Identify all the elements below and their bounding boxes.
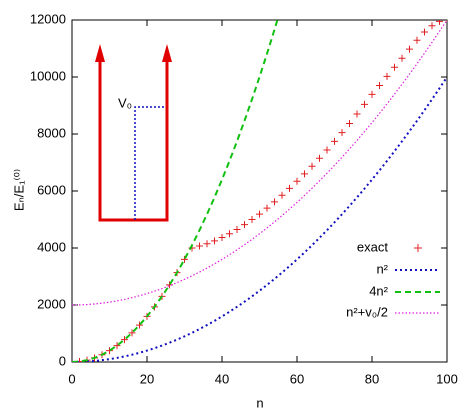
data-point (446, 20, 447, 23)
x-tick-label: 40 (215, 371, 229, 386)
y-axis-label: Eₙ/E₁⁽⁰⁾ (11, 169, 26, 211)
inset-label: V₀ (118, 95, 132, 110)
legend-label: 4n² (369, 283, 388, 298)
x-axis-label: n (256, 395, 263, 410)
inset-diagram: V₀ (95, 44, 172, 222)
data-point (113, 342, 121, 350)
data-point (106, 347, 113, 355)
data-point (136, 321, 143, 329)
y-tick-label: 12000 (30, 11, 66, 26)
data-point (353, 110, 361, 118)
data-point (226, 230, 233, 238)
data-point (436, 20, 443, 25)
x-tick-label: 0 (68, 371, 75, 386)
data-point (196, 242, 203, 250)
well-walls (98, 60, 169, 222)
data-point (421, 28, 428, 36)
data-point (241, 221, 248, 229)
data-point (286, 184, 293, 192)
data-point (368, 90, 376, 98)
data-point (218, 233, 226, 241)
data-point (263, 204, 271, 212)
data-point (406, 45, 413, 53)
data-point (316, 154, 323, 162)
data-point (383, 72, 391, 80)
data-point (323, 146, 331, 154)
y-tick-label: 2000 (37, 296, 66, 311)
x-tick-label: 80 (365, 371, 379, 386)
data-point (391, 63, 398, 71)
data-point (256, 210, 263, 218)
data-point (301, 170, 308, 178)
data-point (233, 225, 241, 233)
data-point (413, 36, 421, 44)
y-tick-label: 4000 (37, 239, 66, 254)
data-point (128, 329, 136, 337)
y-tick-label: 6000 (37, 182, 66, 197)
plot-frame (71, 19, 448, 363)
x-tick-label: 20 (140, 371, 154, 386)
data-point (398, 54, 406, 62)
data-point (346, 119, 353, 127)
data-point (308, 162, 316, 170)
y-tick-label: 10000 (30, 68, 66, 83)
plot-area (72, 20, 447, 362)
data-point (181, 255, 188, 263)
legend-label: exact (357, 239, 388, 254)
x-tick-label: 60 (290, 371, 304, 386)
data-point (271, 198, 278, 206)
data-point (248, 216, 256, 223)
series-line (72, 20, 447, 306)
data-point (203, 240, 211, 248)
arrow-head (95, 44, 105, 62)
data-point (338, 129, 346, 137)
y-tick-label: 0 (59, 353, 66, 368)
legend-label: n² (376, 261, 388, 276)
series-line (72, 20, 279, 362)
data-point (361, 100, 368, 108)
legend-swatch (414, 244, 422, 252)
data-point (211, 237, 218, 245)
legend-label: n²+v₀/2 (346, 304, 388, 319)
data-point (121, 336, 128, 344)
x-tick-label: 100 (436, 371, 458, 386)
data-point (331, 137, 338, 145)
data-point (293, 177, 301, 185)
arrow-head (162, 44, 172, 62)
data-point (428, 22, 436, 30)
y-tick-label: 8000 (37, 125, 66, 140)
step-potential (134, 106, 165, 220)
data-point (376, 82, 383, 90)
data-point (278, 191, 286, 199)
